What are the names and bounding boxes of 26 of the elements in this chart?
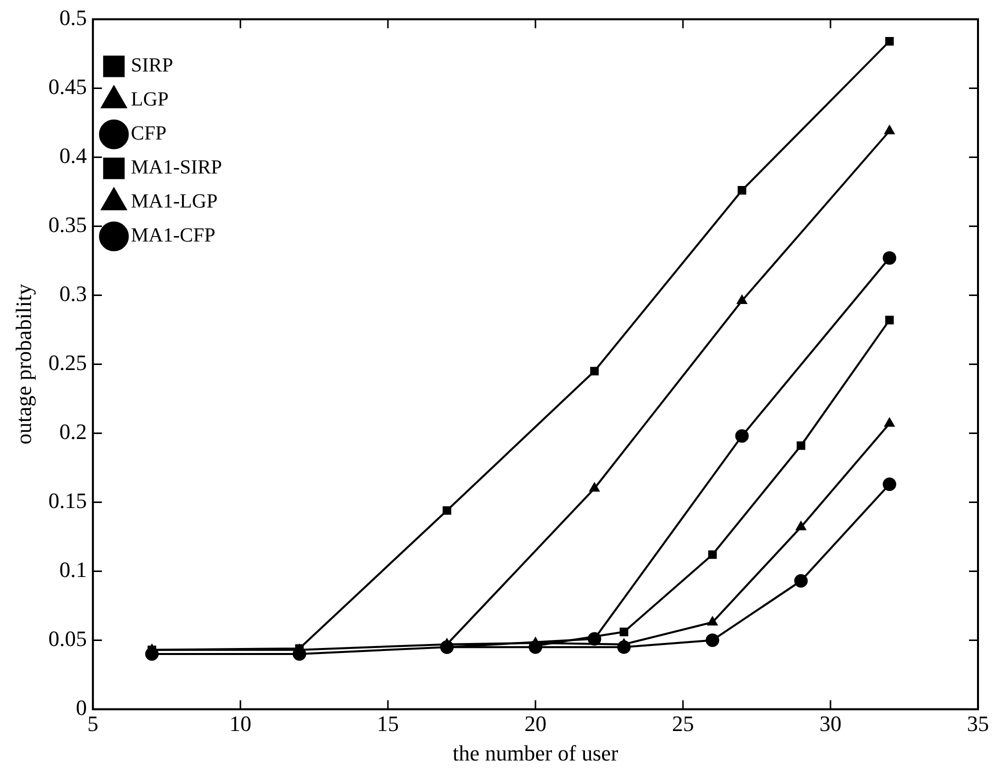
x-tick-label: 20 — [524, 711, 546, 736]
x-tick-label: 25 — [672, 711, 694, 736]
legend-label: LGP — [130, 88, 169, 111]
y-tick-label: 0.5 — [59, 4, 87, 30]
x-tick-label: 35 — [967, 711, 989, 736]
y-tick-label: 0.15 — [48, 488, 87, 513]
y-tick-label: 0.45 — [48, 74, 87, 99]
legend-label: MA1-SIRP — [130, 156, 222, 179]
y-tick-label: 0.1 — [59, 556, 87, 582]
y-tick-label: 0.25 — [48, 350, 87, 375]
x-tick-label: 5 — [87, 711, 98, 736]
legend-label: MA1-CFP — [130, 224, 216, 247]
x-axis-title: the number of user — [452, 740, 619, 766]
y-tick-label: 0.3 — [59, 280, 87, 306]
y-tick-label: 0.05 — [48, 626, 87, 651]
y-axis-title: outage probability — [10, 284, 36, 445]
y-tick-label: 0.35 — [48, 212, 87, 237]
legend-label: SIRP — [130, 54, 174, 77]
y-tick-label: 0.4 — [59, 142, 87, 168]
legend-label: CFP — [130, 122, 166, 145]
x-tick-label: 30 — [819, 711, 842, 736]
x-tick-label: 10 — [229, 711, 252, 736]
x-tick-label: 15 — [376, 711, 399, 736]
legend-label: MA1-LGP — [130, 190, 218, 213]
y-tick-label: 0 — [76, 694, 87, 720]
y-tick-label: 0.2 — [59, 418, 87, 444]
